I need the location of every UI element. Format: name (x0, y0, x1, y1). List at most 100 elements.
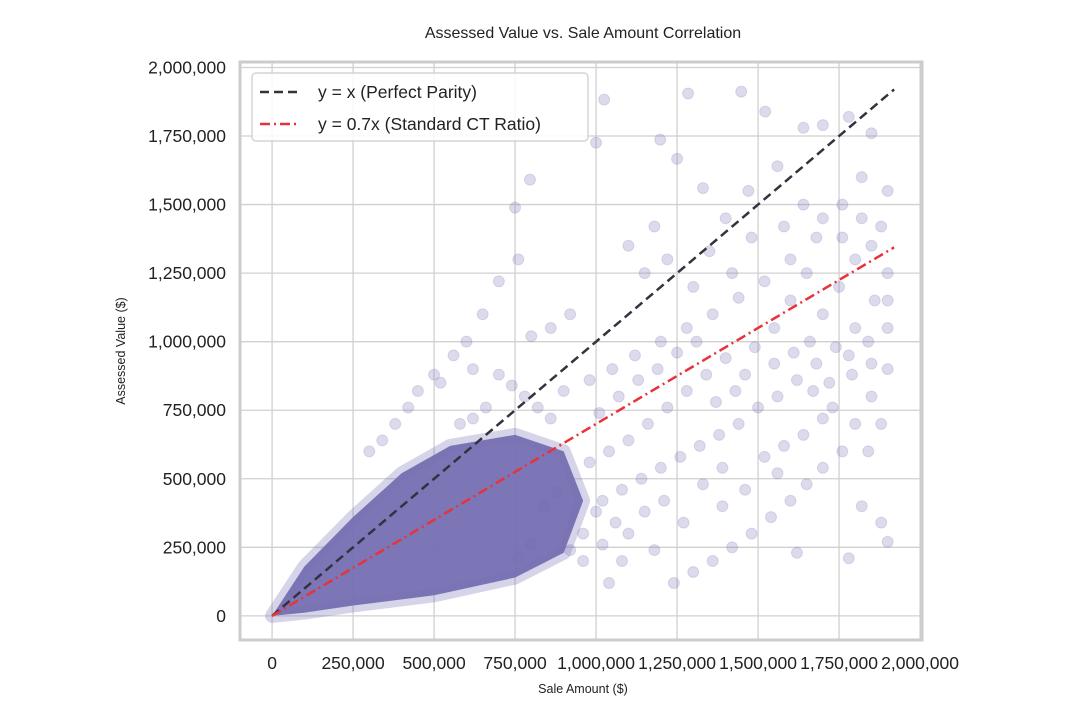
scatter-point (583, 456, 596, 469)
scatter-point (512, 253, 525, 266)
scatter-point (654, 461, 667, 474)
scatter-point (881, 535, 894, 548)
scatter-point (564, 544, 577, 557)
scatter-point (603, 576, 616, 589)
y-tick-label: 1,500,000 (148, 195, 226, 215)
x-tick-label: 2,000,000 (881, 653, 959, 673)
scatter-point (492, 368, 505, 381)
scatter-point (836, 445, 849, 458)
scatter-point (411, 385, 424, 398)
y-tick-label: 0 (216, 606, 226, 626)
scatter-point (615, 483, 628, 496)
scatter-point (609, 516, 622, 529)
scatter-point (466, 363, 479, 376)
scatter-point (855, 212, 868, 225)
scatter-point (638, 505, 651, 518)
scatter-point (765, 511, 778, 524)
x-tick-label: 1,750,000 (800, 653, 878, 673)
scatter-point (632, 374, 645, 387)
scatter-point (564, 308, 577, 321)
scatter-point (842, 349, 855, 362)
scatter-point (849, 417, 862, 430)
scatter-point (758, 450, 771, 463)
x-tick-label: 1,500,000 (719, 653, 797, 673)
scatter-point (716, 500, 729, 513)
scatter-point (667, 576, 680, 589)
scatter-point (752, 401, 765, 414)
scatter-point (544, 412, 557, 425)
reference-lines (271, 88, 895, 617)
scatter-point (849, 253, 862, 266)
scatter-point (855, 500, 868, 513)
scatter-point (654, 335, 667, 348)
chart-title: Assessed Value vs. Sale Amount Correlati… (425, 25, 741, 42)
y-tick-label: 250,000 (163, 537, 227, 557)
scatter-point (771, 160, 784, 173)
scatter-point (693, 439, 706, 452)
scatter-point (800, 478, 813, 491)
dense-region-core (272, 434, 584, 616)
scatter-point (816, 212, 829, 225)
plot-frame (238, 60, 924, 642)
scatter-point (829, 341, 842, 354)
scatter-point (509, 201, 522, 214)
scatter-point (525, 330, 538, 343)
scatter-point (726, 541, 739, 554)
scatter-point (648, 544, 661, 557)
scatter-point (590, 505, 603, 518)
scatter-point (518, 390, 531, 403)
y-tick-label: 1,250,000 (148, 263, 226, 283)
scatter-point (784, 294, 797, 307)
scatter-point (732, 291, 745, 304)
scatter-point (816, 308, 829, 321)
scatter-point (648, 220, 661, 233)
scatter-point (842, 110, 855, 123)
x-tick-label: 0 (267, 653, 277, 673)
scatter-point (512, 552, 525, 565)
scatter-point (593, 406, 606, 419)
scatter-point (784, 494, 797, 507)
scatter-point (641, 417, 654, 430)
scatter-point (680, 321, 693, 334)
scatter-point (674, 450, 687, 463)
scatter-point (538, 500, 551, 513)
x-axis-label: Sale Amount ($) (538, 682, 628, 696)
scatter-point (706, 308, 719, 321)
scatter-point (881, 321, 894, 334)
legend-label-parity: y = x (Perfect Parity) (318, 82, 477, 102)
scatter-point (577, 527, 590, 540)
scatter-point (739, 368, 752, 381)
scatter-point (544, 321, 557, 334)
scatter-point (810, 357, 823, 370)
scatter-point (865, 239, 878, 252)
scatter-point (690, 335, 703, 348)
scatter-point (716, 461, 729, 474)
ct-ratio-line (271, 246, 895, 617)
scatter-point (739, 483, 752, 496)
scatter-point (735, 85, 748, 98)
scatter-point (682, 87, 695, 100)
scatter-point (687, 566, 700, 578)
scatter-point (729, 385, 742, 398)
scatter-point (875, 220, 888, 233)
scatter-point (402, 401, 415, 414)
scatter-point (823, 376, 836, 389)
scatter-point (505, 379, 518, 392)
scatter-point (557, 385, 570, 398)
scatter-point (428, 368, 441, 381)
scatter-point (868, 294, 881, 307)
scatter-point (790, 546, 803, 559)
scatter-point (531, 401, 544, 414)
scatter-point (768, 321, 781, 334)
y-tick-label: 2,000,000 (148, 57, 226, 77)
x-tick-label: 1,250,000 (638, 653, 716, 673)
scatter-point (622, 239, 635, 252)
dense-point-cloud (265, 427, 591, 623)
x-tick-label: 500,000 (402, 653, 466, 673)
scatter-point (719, 352, 732, 365)
scatter-point (492, 275, 505, 288)
scatter-point (842, 552, 855, 565)
scatter-point (434, 376, 447, 389)
scatter-point (862, 445, 875, 458)
scatter-point (460, 335, 473, 348)
